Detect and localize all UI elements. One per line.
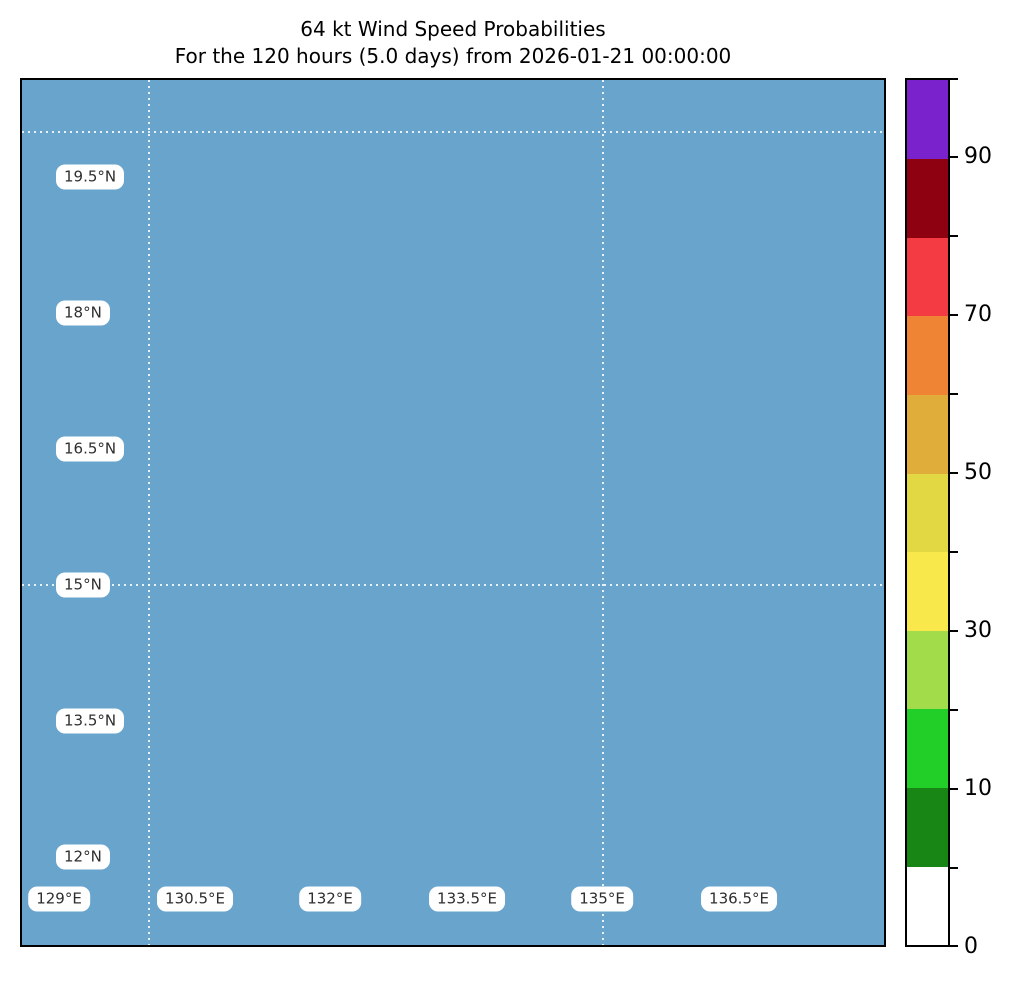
title-line-2: For the 120 hours (5.0 days) from 2026-0… — [174, 44, 732, 68]
colorbar-tick-10 — [950, 788, 958, 790]
colorbar-tick-label-50: 50 — [964, 460, 992, 485]
lon-label: 133.5°E — [429, 886, 505, 912]
colorbar-tick-80 — [950, 235, 958, 237]
colorbar-tick-20 — [950, 709, 958, 711]
colorbar-segment-60-70 — [907, 315, 948, 395]
lat-label: 12°N — [56, 844, 110, 870]
lon-label: 129°E — [28, 886, 90, 912]
colorbar-tick-label-10: 10 — [964, 776, 992, 801]
gridline-horizontal-20°N — [22, 131, 884, 133]
colorbar-segment-90-100 — [907, 80, 948, 159]
colorbar-segment-0-5 — [907, 866, 948, 946]
title-line-1: 64 kt Wind Speed Probabilities — [300, 17, 606, 41]
colorbar-ticks: 0 10 30 50 70 90 — [950, 78, 1024, 958]
colorbar-tick-label-70: 70 — [964, 302, 992, 327]
colorbar-tick-90 — [950, 156, 958, 158]
colorbar-tick-60 — [950, 393, 958, 395]
colorbar-tick-70 — [950, 314, 958, 316]
colorbar-tick-5 — [950, 867, 958, 869]
lat-label: 18°N — [56, 300, 110, 326]
colorbar-segment-40-50 — [907, 473, 948, 553]
lon-label: 130.5°E — [157, 886, 233, 912]
colorbar — [905, 78, 950, 947]
colorbar-tick-label-0: 0 — [964, 934, 978, 959]
lat-label: 19.5°N — [56, 164, 125, 190]
lat-label: 15°N — [56, 572, 110, 598]
lon-label: 135°E — [571, 886, 633, 912]
colorbar-tick-100 — [950, 78, 958, 80]
lat-label: 16.5°N — [56, 436, 125, 462]
colorbar-tick-0 — [950, 945, 958, 947]
colorbar-segment-30-40 — [907, 551, 948, 631]
colorbar-tick-30 — [950, 630, 958, 632]
colorbar-segment-5-10 — [907, 787, 948, 867]
chart-title: 64 kt Wind Speed Probabilities For the 1… — [20, 16, 886, 70]
colorbar-segment-80-90 — [907, 158, 948, 238]
colorbar-segment-70-80 — [907, 237, 948, 317]
colorbar-segment-50-60 — [907, 394, 948, 474]
colorbar-segment-20-30 — [907, 630, 948, 710]
colorbar-segment-10-20 — [907, 709, 948, 789]
gridline-horizontal-15°N — [22, 584, 884, 586]
lat-label: 13.5°N — [56, 708, 125, 734]
colorbar-tick-40 — [950, 551, 958, 553]
colorbar-tick-label-30: 30 — [964, 618, 992, 643]
lon-label: 136.5°E — [701, 886, 777, 912]
colorbar-tick-label-90: 90 — [964, 144, 992, 169]
map-area: 19.5°N 18°N 16.5°N 15°N 13.5°N 12°N 129°E 130.5… — [20, 78, 886, 947]
gridline-vertical-135°E — [602, 80, 604, 945]
lon-label: 132°E — [299, 886, 361, 912]
gridline-vertical-130°E — [148, 80, 150, 945]
colorbar-tick-50 — [950, 472, 958, 474]
